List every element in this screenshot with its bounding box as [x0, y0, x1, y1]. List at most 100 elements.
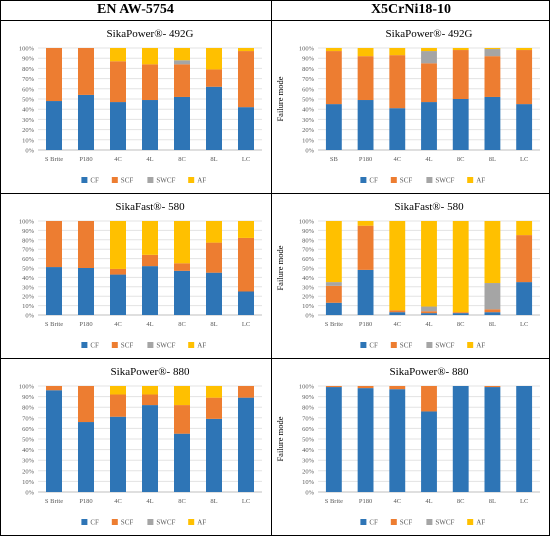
legend-swatch-swcf [426, 177, 433, 183]
x-tick-label: LC [242, 498, 250, 505]
y-tick-label: 70% [302, 415, 315, 422]
x-tick-label: P180 [359, 321, 372, 328]
legend-label-swcf: SWCF [435, 177, 454, 185]
bar-segment-cf [174, 96, 190, 150]
bar-segment-cf [46, 101, 62, 150]
chart-steel-sikafast-580: SikaFast®- 580 0% 10% 20% 30% 40% 50% 60% 70% 80%… [275, 201, 540, 350]
bar-segment-cf [78, 422, 94, 492]
y-tick-label: 100% [19, 46, 35, 53]
bar-segment-af [110, 386, 126, 395]
x-tick-label: 8L [489, 498, 496, 505]
legend-swatch-scf [390, 177, 397, 183]
y-tick-label: 100% [19, 384, 35, 391]
bar-segment-scf [325, 285, 342, 303]
x-tick-label: LC [520, 156, 528, 163]
y-tick-label: 90% [22, 394, 35, 401]
x-tick-label: 4L [425, 156, 432, 163]
y-tick-label: 40% [302, 447, 315, 454]
y-tick-label: 60% [22, 86, 35, 93]
y-tick-label: 60% [22, 426, 35, 433]
bar-segment-scf [238, 51, 254, 108]
x-tick-label: 8C [457, 498, 465, 505]
bar-segment-scf [238, 237, 254, 292]
bar-segment-af [452, 221, 469, 313]
y-axis-label: Failure mode [275, 416, 285, 461]
bar-segment-cf [484, 312, 501, 315]
x-tick-label: 4L [146, 321, 153, 328]
y-tick-label: 0% [305, 148, 314, 155]
y-tick-label: 80% [302, 405, 315, 412]
bar-segment-scf [421, 63, 437, 103]
x-tick-label: S Brite [325, 498, 343, 505]
legend-swatch-scf [111, 519, 118, 525]
x-tick-label: LC [520, 321, 528, 328]
x-tick-label: 8C [178, 156, 186, 163]
bar-segment-cf [452, 313, 469, 315]
bar-segment-cf [78, 94, 94, 150]
y-tick-label: 60% [302, 426, 315, 433]
bar-segment-scf [174, 405, 190, 434]
chart-aluminium-sikapower-492g: SikaPower®- 492G 0% 10% 20% 30% 40% 50% 60% 70% 8… [19, 28, 262, 185]
chart-steel-sikapower-880: SikaPower®- 880 0% 10% 20% 30% 40% 50% 60% 70% 80… [275, 366, 540, 527]
bar-segment-scf [238, 386, 254, 398]
y-tick-label: 0% [25, 490, 34, 497]
y-tick-label: 10% [22, 479, 35, 486]
legend-label-cf: CF [90, 519, 99, 527]
bar-segment-cf [142, 100, 158, 150]
legend-swatch-cf [360, 177, 367, 183]
legend-label-af: AF [197, 177, 206, 185]
bar-segment-cf [142, 405, 158, 492]
y-tick-label: 80% [302, 66, 315, 73]
legend-swatch-scf [390, 342, 397, 348]
y-tick-label: 50% [302, 266, 315, 273]
bar-segment-scf [389, 310, 406, 313]
bar-segment-af [174, 221, 190, 264]
legend-swatch-cf [81, 177, 88, 183]
y-tick-label: 0% [305, 490, 314, 497]
y-tick-label: 70% [22, 415, 35, 422]
bar-segment-cf [389, 389, 406, 492]
y-tick-label: 20% [22, 468, 35, 475]
x-tick-label: 4L [146, 156, 153, 163]
bar-segment-swcf [421, 51, 437, 64]
x-tick-label: P180 [359, 498, 372, 505]
x-tick-label: 8L [210, 498, 217, 505]
frame-header-divider [0, 20, 550, 21]
bar-segment-scf [142, 64, 158, 101]
bar-segment-af [142, 221, 158, 255]
x-tick-label: 4C [393, 156, 401, 163]
chart-title: SikaPower®- 492G [107, 28, 194, 40]
bar-segment-cf [516, 104, 533, 150]
x-tick-label: 4L [425, 498, 432, 505]
chart-title: SikaPower®- 880 [111, 366, 190, 378]
x-tick-label: S Brite [45, 498, 63, 505]
y-axis-label: Failure mode [275, 245, 285, 290]
x-tick-label: 4L [425, 321, 432, 328]
legend-label-scf: SCF [121, 177, 134, 185]
legend-swatch-cf [81, 519, 88, 525]
x-tick-label: P180 [79, 498, 92, 505]
legend-swatch-swcf [147, 519, 154, 525]
legend-swatch-scf [111, 342, 118, 348]
frame-row-divider-1 [0, 193, 550, 194]
bar-segment-cf [206, 272, 222, 315]
bar-segment-cf [78, 268, 94, 315]
x-tick-label: 8C [457, 321, 465, 328]
bar-segment-cf [110, 416, 126, 492]
legend-label-cf: CF [90, 342, 99, 350]
bar-segment-af [484, 48, 501, 50]
x-tick-label: 8C [457, 156, 465, 163]
bar-segment-af [516, 221, 533, 236]
bar-segment-scf [78, 48, 94, 95]
bar-segment-scf [452, 50, 469, 99]
bar-segment-scf [46, 48, 62, 102]
x-tick-label: S Brite [45, 321, 63, 328]
legend-swatch-swcf [426, 342, 433, 348]
bar-segment-af [110, 221, 126, 269]
y-tick-label: 90% [302, 228, 315, 235]
y-tick-label: 100% [299, 46, 315, 53]
bar-segment-cf [46, 267, 62, 315]
bar-segment-cf [357, 388, 374, 492]
y-tick-label: 90% [22, 228, 35, 235]
y-tick-label: 50% [22, 97, 35, 104]
